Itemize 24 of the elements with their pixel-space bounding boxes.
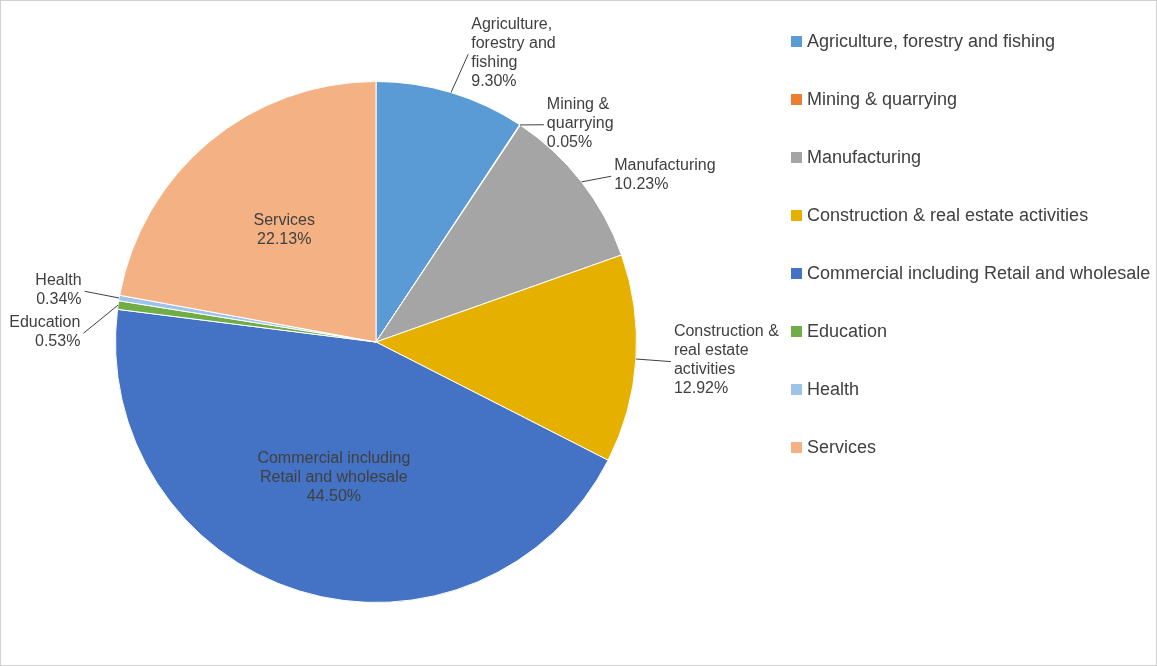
data-label: 0.34% xyxy=(36,289,82,307)
legend-label: Agriculture, forestry and fishing xyxy=(807,31,1056,52)
slice-label: Services xyxy=(253,211,315,229)
data-label: 0.05% xyxy=(546,132,593,150)
slice-label: Health xyxy=(35,270,82,288)
slice-label: Agriculture, forestry and fishing xyxy=(471,14,556,70)
data-label: 12.92% xyxy=(673,379,729,397)
legend-label: Construction & real estate activities xyxy=(807,205,1089,226)
data-label: 9.30% xyxy=(471,71,517,89)
slice-label: Education xyxy=(9,312,81,330)
data-label: 10.23% xyxy=(614,174,669,192)
legend-label: Manufacturing xyxy=(807,147,922,168)
slice-label: Manufacturing xyxy=(614,155,716,173)
data-label: 0.53% xyxy=(35,331,81,349)
legend-label: Mining & quarrying xyxy=(807,89,958,110)
legend-label: Services xyxy=(807,437,877,458)
legend-label: Commercial including Retail and wholesale xyxy=(807,263,1151,284)
slice-label: Construction & real estate activities xyxy=(673,322,780,378)
data-label: 44.50% xyxy=(306,486,361,504)
slice-label: Mining & quarrying xyxy=(546,94,614,131)
slice-label: Commercial including Retail and wholesale xyxy=(257,448,411,485)
legend-label: Education xyxy=(807,321,888,342)
data-label: 22.13% xyxy=(257,230,312,248)
legend-label: Health xyxy=(807,379,860,400)
